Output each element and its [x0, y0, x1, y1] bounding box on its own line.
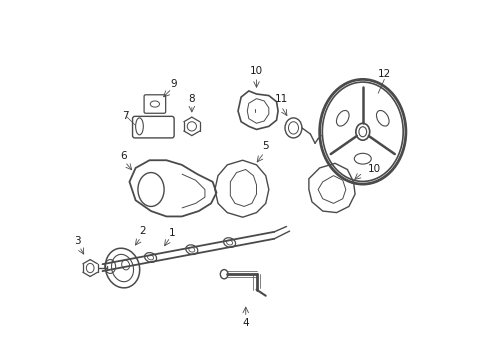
Text: 8: 8	[189, 94, 195, 104]
Text: 10: 10	[368, 165, 381, 175]
Text: 6: 6	[120, 150, 126, 161]
Text: 5: 5	[263, 141, 269, 151]
Text: 2: 2	[139, 226, 146, 236]
Text: 4: 4	[243, 318, 249, 328]
Text: 1: 1	[169, 228, 176, 238]
Text: 12: 12	[378, 69, 391, 79]
Text: 3: 3	[74, 236, 81, 246]
Text: 10: 10	[250, 66, 263, 76]
Text: 11: 11	[274, 94, 288, 104]
Text: 7: 7	[122, 111, 129, 121]
Text: 9: 9	[170, 79, 177, 89]
